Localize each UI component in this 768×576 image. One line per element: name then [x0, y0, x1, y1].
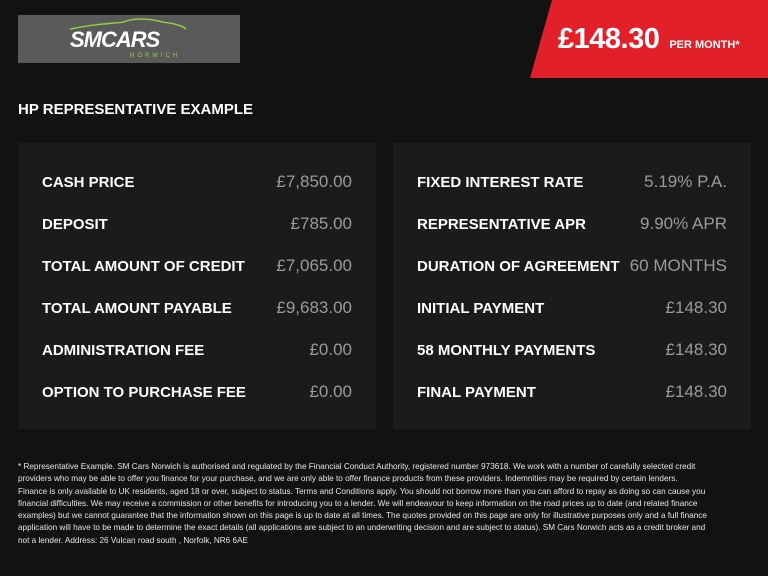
row-label: FINAL PAYMENT	[417, 383, 536, 401]
page-title: HP REPRESENTATIVE EXAMPLE	[18, 101, 254, 118]
row-value: 60 MONTHS	[629, 256, 727, 275]
finance-row: TOTAL AMOUNT OF CREDIT £7,065.00	[42, 245, 352, 287]
finance-row: DURATION OF AGREEMENT 60 MONTHS	[417, 245, 727, 287]
finance-panel-right: FIXED INTEREST RATE 5.19% P.A. REPRESENTA…	[393, 143, 751, 429]
row-label: OPTION TO PURCHASE FEE	[42, 383, 246, 401]
row-value: £148.30	[665, 382, 727, 401]
row-value: 5.19% P.A.	[644, 172, 727, 191]
finance-row: INITIAL PAYMENT £148.30	[417, 287, 727, 329]
finance-row: FIXED INTEREST RATE 5.19% P.A.	[417, 161, 727, 203]
logo: SMCARS NORWICH	[18, 15, 240, 63]
row-value: £7,850.00	[276, 172, 352, 191]
finance-row: CASH PRICE £7,850.00	[42, 161, 352, 203]
row-value: £785.00	[290, 214, 352, 233]
finance-row: OPTION TO PURCHASE FEE £0.00	[42, 371, 352, 413]
price-suffix: PER MONTH*	[669, 39, 740, 51]
row-label: TOTAL AMOUNT PAYABLE	[42, 299, 232, 317]
finance-row: FINAL PAYMENT £148.30	[417, 371, 727, 413]
monthly-price: £148.30	[558, 23, 660, 55]
monthly-price-badge: £148.30 PER MONTH*	[530, 0, 768, 78]
finance-row: TOTAL AMOUNT PAYABLE £9,683.00	[42, 287, 352, 329]
car-outline-icon	[69, 18, 187, 30]
row-label: FIXED INTEREST RATE	[417, 173, 584, 191]
logo-text: SMCARS	[70, 27, 160, 52]
row-label: TOTAL AMOUNT OF CREDIT	[42, 257, 245, 275]
row-value: £9,683.00	[276, 298, 352, 317]
row-value: £148.30	[665, 298, 727, 317]
row-value: £7,065.00	[276, 256, 352, 275]
row-value: 9.90% APR	[640, 214, 727, 233]
finance-row: 58 MONTHLY PAYMENTS £148.30	[417, 329, 727, 371]
finance-panel-left: CASH PRICE £7,850.00 DEPOSIT £785.00 TOTAL…	[18, 143, 376, 429]
row-label: DEPOSIT	[42, 215, 108, 233]
finance-row: ADMINISTRATION FEE £0.00	[42, 329, 352, 371]
row-label: DURATION OF AGREEMENT	[417, 257, 620, 275]
row-label: 58 MONTHLY PAYMENTS	[417, 341, 596, 359]
finance-row: REPRESENTATIVE APR 9.90% APR	[417, 203, 727, 245]
row-value: £148.30	[665, 340, 727, 359]
row-value: £0.00	[309, 340, 352, 359]
finance-row: DEPOSIT £785.00	[42, 203, 352, 245]
row-value: £0.00	[309, 382, 352, 401]
disclaimer-text: * Representative Example. SM Cars Norwic…	[18, 462, 707, 545]
logo-subtext: NORWICH	[130, 53, 181, 59]
row-label: CASH PRICE	[42, 173, 135, 191]
row-label: REPRESENTATIVE APR	[417, 215, 586, 233]
row-label: ADMINISTRATION FEE	[42, 341, 205, 359]
row-label: INITIAL PAYMENT	[417, 299, 545, 317]
